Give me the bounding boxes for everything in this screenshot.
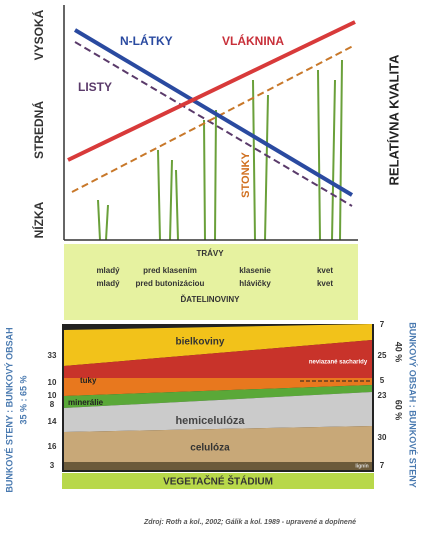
x-band	[62, 473, 374, 489]
level-label: NÍZKA	[31, 201, 46, 238]
stage: kvet	[317, 266, 333, 275]
stage: pred butonizáciou	[136, 279, 205, 288]
stage: hlávičky	[239, 279, 271, 288]
layer	[64, 340, 372, 378]
stage: mladý	[96, 266, 120, 275]
layer-label: neviazané sacharidy	[309, 360, 368, 366]
axis-title: BUNKOVÝ OBSAH : BUNKOVÉ STENY	[408, 322, 419, 488]
layer-label: lignín	[355, 463, 368, 469]
stages-band	[64, 244, 358, 320]
line-label: STONKY	[240, 152, 252, 198]
layer	[64, 462, 372, 470]
right-values: 7 25 5 23 30 7	[378, 320, 387, 470]
stage: pred klasením	[143, 266, 197, 275]
layer-label: tuky	[80, 376, 97, 385]
listy-line	[74, 41, 353, 207]
layer	[64, 426, 372, 462]
layer-label: minerálie	[68, 398, 104, 407]
value-label: 30	[378, 433, 387, 442]
value-label: 25	[378, 351, 387, 360]
axis-title: RELATÍVNA KVALITA	[386, 54, 401, 186]
stage: kvet	[317, 279, 333, 288]
x-label: VEGETAČNÉ ŠTÁDIUM	[163, 475, 273, 488]
level-label: VYSOKÁ	[31, 9, 46, 60]
value-label: 7	[380, 461, 385, 470]
stage: mladý	[96, 279, 120, 288]
value-label: 23	[378, 391, 387, 400]
layer-label: hemicelulóza	[175, 415, 245, 427]
line-label: LISTY	[78, 80, 112, 94]
group-title: TRÁVY	[196, 249, 224, 258]
value-label: 14	[48, 417, 57, 426]
vlaknina-line	[67, 20, 356, 162]
group-title: ĎATELINOVINY	[181, 295, 241, 304]
value-label: 10	[48, 378, 57, 387]
value-label: 7	[380, 320, 385, 329]
value-label: 10	[48, 391, 57, 400]
line-label: VLÁKNINA	[222, 33, 284, 48]
value-label: 3	[50, 461, 55, 470]
layer	[64, 392, 372, 432]
axis-title: BUNKOVÉ STENY : BUNKOVÝ OBSAH	[3, 327, 14, 492]
level-label: STREDNÁ	[31, 101, 46, 159]
value-label: 8	[50, 400, 55, 409]
line-label: N-LÁTKY	[120, 33, 173, 48]
value-label: 5	[380, 376, 385, 385]
layer	[64, 324, 372, 366]
layer-label: celulóza	[190, 443, 230, 454]
plants	[97, 59, 343, 241]
layer	[64, 378, 372, 396]
stage: klasenie	[239, 266, 271, 275]
layer	[64, 385, 372, 408]
n-latky-line	[73, 28, 354, 197]
ratio: 60 %	[394, 400, 404, 421]
value-label: 16	[48, 442, 57, 451]
stonky-line	[71, 44, 356, 193]
layer-label: bielkoviny	[176, 337, 225, 348]
source: Zdroj: Roth a kol., 2002; Gálik a kol. 1…	[143, 519, 356, 526]
ratio: 35 % : 65 %	[18, 375, 28, 424]
value-label: 33	[48, 351, 57, 360]
ratio: 40 %	[394, 342, 404, 363]
